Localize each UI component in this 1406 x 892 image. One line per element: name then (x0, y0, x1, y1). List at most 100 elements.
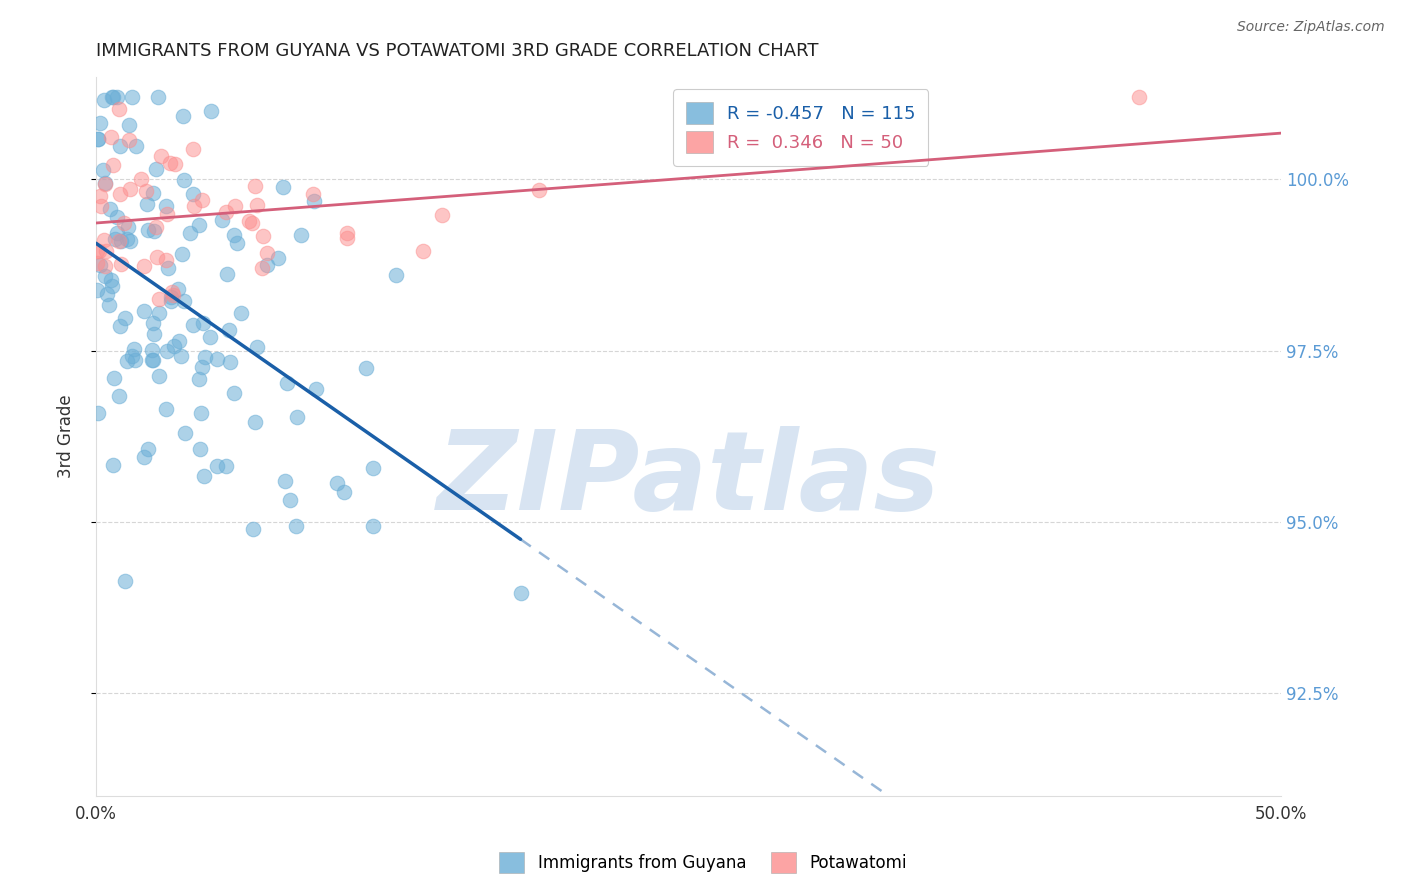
Point (129, 172, 152, 186)
Point (243, 179, 266, 194)
Point (238, 214, 260, 228)
Point (170, 350, 193, 364)
Point (218, 323, 240, 337)
Point (166, 282, 188, 296)
Point (207, 459, 229, 474)
Point (112, 217, 135, 231)
Point (256, 258, 278, 272)
Point (188, 372, 211, 386)
Point (104, 232, 127, 246)
Point (149, 148, 172, 162)
Point (285, 519, 308, 533)
Point (86, 283, 108, 297)
Point (97, 297, 120, 311)
Point (87, 132, 110, 146)
Point (274, 474, 297, 488)
Point (142, 225, 165, 239)
Point (108, 187, 131, 202)
Point (107, 234, 129, 248)
Point (267, 251, 290, 265)
Point (110, 235, 132, 249)
Point (145, 219, 167, 234)
Point (114, 574, 136, 589)
Point (256, 245, 278, 260)
Point (222, 385, 245, 400)
Point (98, 202, 121, 217)
Point (326, 475, 349, 490)
Point (224, 199, 246, 213)
Point (101, 279, 124, 293)
Point (118, 235, 141, 249)
Point (160, 293, 183, 308)
Point (94, 176, 117, 190)
Point (94, 259, 117, 273)
Point (276, 376, 298, 391)
Point (132, 304, 155, 318)
Point (100, 129, 122, 144)
Point (278, 492, 301, 507)
Point (110, 257, 132, 271)
Point (305, 382, 328, 396)
Point (207, 351, 229, 366)
Point (181, 318, 204, 333)
Point (118, 133, 141, 147)
Point (100, 273, 122, 287)
Point (385, 268, 408, 282)
Point (155, 199, 177, 213)
Point (165, 156, 187, 170)
Point (93, 162, 115, 177)
Point (231, 306, 253, 320)
Point (141, 343, 163, 357)
Point (218, 354, 240, 368)
Point (169, 334, 191, 348)
Y-axis label: 3rd Grade: 3rd Grade (58, 394, 75, 478)
Point (89, 258, 111, 272)
Text: IMMIGRANTS FROM GUYANA VS POTAWATOMI 3RD GRADE CORRELATION CHART: IMMIGRANTS FROM GUYANA VS POTAWATOMI 3RD… (96, 42, 818, 60)
Legend: R = -0.457   N = 115, R =  0.346   N = 50: R = -0.457 N = 115, R = 0.346 N = 50 (673, 89, 928, 166)
Point (103, 371, 125, 385)
Point (146, 250, 169, 264)
Point (226, 236, 249, 251)
Point (183, 199, 205, 213)
Point (509, 586, 531, 600)
Point (242, 216, 264, 230)
Text: ZIPatlas: ZIPatlas (437, 425, 941, 533)
Point (121, 349, 143, 363)
Point (136, 197, 159, 211)
Point (125, 138, 148, 153)
Point (87, 244, 110, 258)
Point (246, 340, 269, 354)
Point (155, 401, 177, 416)
Point (191, 316, 214, 330)
Point (93, 233, 115, 247)
Point (93, 94, 115, 108)
Point (179, 226, 201, 240)
Point (245, 198, 267, 212)
Point (86, 244, 108, 258)
Point (96, 286, 118, 301)
Point (193, 468, 215, 483)
Point (181, 187, 204, 202)
Point (527, 183, 550, 197)
Point (87, 405, 110, 419)
Point (141, 352, 163, 367)
Point (181, 143, 204, 157)
Point (187, 219, 209, 233)
Text: Source: ZipAtlas.com: Source: ZipAtlas.com (1237, 20, 1385, 34)
Point (333, 485, 356, 500)
Point (134, 450, 156, 464)
Point (122, 342, 145, 356)
Point (162, 288, 184, 302)
Point (107, 102, 129, 116)
Point (336, 231, 359, 245)
Point (132, 260, 155, 274)
Point (143, 327, 166, 342)
Point (90, 198, 112, 212)
Point (302, 186, 325, 201)
Point (222, 227, 245, 242)
Point (430, 209, 453, 223)
Point (156, 344, 179, 359)
Point (145, 162, 167, 177)
Point (160, 290, 183, 304)
Point (100, 90, 122, 104)
